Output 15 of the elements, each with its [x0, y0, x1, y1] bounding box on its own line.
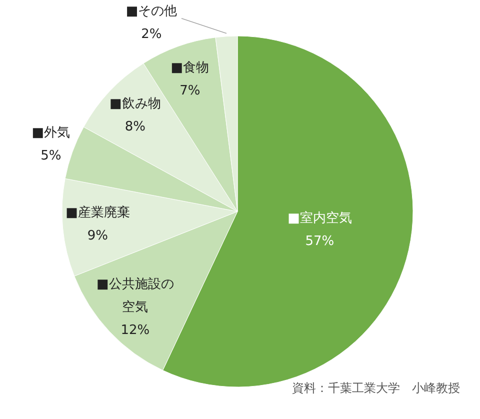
- data-label: 12%: [120, 323, 150, 338]
- slice-label: ■外気: [32, 125, 70, 140]
- data-label: 57%: [305, 234, 334, 249]
- data-label: 8%: [124, 119, 146, 134]
- slice-label: ■産業廃棄: [66, 204, 130, 221]
- data-label: 2%: [141, 26, 162, 42]
- slice-label: ■その他: [126, 4, 178, 19]
- slice-label: ■飲み物: [110, 96, 161, 112]
- data-label: 9%: [87, 228, 108, 244]
- data-label: 7%: [180, 83, 200, 98]
- text: 資料：千葉工業大学 小峰教授: [292, 380, 460, 396]
- slice-label: ■室内空気: [288, 210, 352, 226]
- slice-label: ■公共施設の空気: [96, 277, 174, 316]
- slice-label: ■食物: [170, 60, 210, 76]
- data-label: 5%: [40, 148, 62, 164]
